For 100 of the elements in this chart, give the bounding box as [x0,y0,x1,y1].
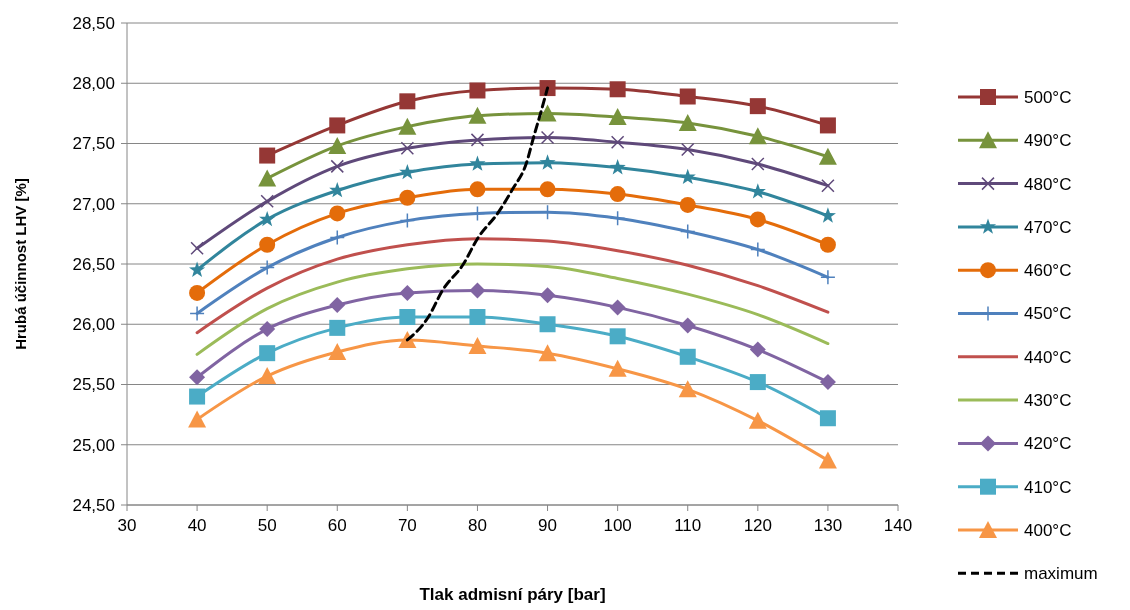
point [399,284,416,301]
y-tick-label: 26,00 [72,315,115,335]
point [750,241,766,258]
point [470,133,485,147]
x-tick-label: 80 [467,516,487,535]
point [328,342,347,360]
point [539,316,556,333]
point [820,269,836,285]
point [189,261,206,277]
point [259,259,275,276]
point [748,411,767,429]
point [748,127,767,145]
point [819,117,836,134]
point [819,236,836,253]
legend-label: 460°C [1024,261,1072,281]
point [259,147,276,164]
x-tick-label: 110 [674,516,702,535]
point [679,196,696,213]
y-tick-label: 25,50 [72,375,115,395]
point [328,136,347,154]
x-tick-label: 30 [117,516,137,535]
point [610,135,625,150]
x-tick-label: 40 [187,516,207,535]
legend-label: 410°C [1024,477,1072,497]
y-tick-label: 24,50 [72,495,115,515]
legend-label: 430°C [1024,391,1072,411]
point [608,107,627,125]
legend-label: 500°C [1024,87,1072,107]
point [260,194,274,209]
point [609,328,626,345]
x-tick-label: 120 [743,516,773,535]
point [468,336,487,354]
point [609,159,626,175]
point [608,359,627,377]
x-tick-label: 70 [397,516,417,535]
point [399,212,416,229]
x-tick-label: 130 [813,516,843,535]
point [539,154,556,170]
y-axis-title: Hrubá účinnost LHV [%] [12,178,29,350]
point [469,181,486,198]
point [400,141,415,156]
point [398,330,417,348]
point [749,211,766,228]
x-tick-label: 100 [603,516,632,535]
point [679,168,696,185]
point [258,169,277,187]
point [399,189,416,206]
point [818,147,837,165]
point [399,163,416,180]
line-series [195,237,830,335]
point [188,410,207,428]
point [329,117,346,134]
point [190,241,204,256]
point [329,296,346,313]
point [259,345,276,362]
point [609,81,626,98]
point [540,130,555,145]
point [468,106,487,124]
point [538,344,557,362]
legend-label: 470°C [1024,217,1072,237]
x-tick-label: 140 [883,516,913,535]
y-tick-label: 27,00 [72,194,115,214]
legend-label: 490°C [1024,131,1072,151]
point [329,229,346,246]
y-tick-label: 27,50 [72,134,115,154]
y-tick-label: 28,50 [72,13,115,33]
point [469,155,486,171]
point [189,369,206,386]
point [679,348,696,365]
legend-label: 480°C [1024,174,1072,194]
point [749,341,766,358]
point [329,205,346,222]
y-tick-label: 26,50 [72,254,115,274]
point [678,380,697,398]
line-series [195,262,830,356]
point [609,186,626,203]
point [469,82,486,99]
point [189,284,206,301]
point [469,282,486,299]
point [678,114,697,132]
point [330,159,345,174]
legend-label: 420°C [1024,434,1072,454]
legend-label: maximum [1024,564,1098,584]
point [259,210,276,227]
x-tick-label: 60 [327,516,347,535]
x-tick-label: 50 [257,516,277,535]
point [259,236,276,253]
point [329,319,346,336]
point [539,181,556,198]
point [469,205,486,222]
legend-label: 450°C [1024,304,1072,324]
point [819,410,836,427]
point [399,309,416,326]
point [818,451,837,469]
point [751,157,765,171]
point [258,367,277,385]
point [679,317,696,334]
legend-label: 440°C [1024,347,1072,367]
y-tick-label: 25,00 [72,435,115,455]
y-tick-label: 28,00 [72,74,115,94]
